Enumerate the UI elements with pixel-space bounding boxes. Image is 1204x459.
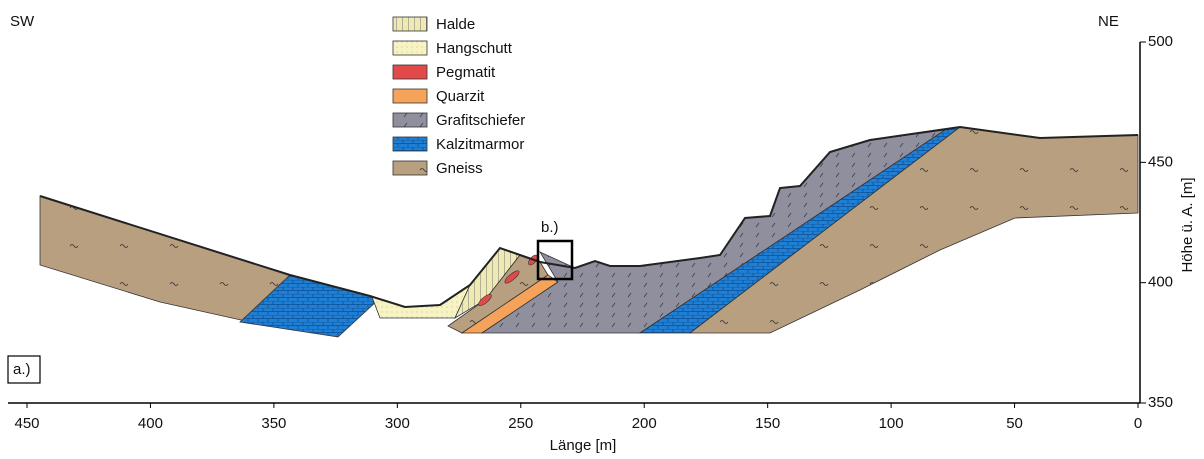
legend-swatch bbox=[393, 137, 427, 151]
x-tick-label: 50 bbox=[1006, 415, 1023, 432]
cross-section: SW NE a.) b.) Länge [m] Höhe ü. A. [m] H… bbox=[0, 0, 1204, 459]
legend: Halde Hangschutt Pegmatit Quarzit Grafitschi… bbox=[393, 16, 525, 177]
x-axis-label: Länge [m] bbox=[550, 437, 617, 454]
x-tick-label: 300 bbox=[385, 415, 410, 432]
legend-label: Grafitschiefer bbox=[436, 112, 525, 129]
legend-swatch bbox=[393, 17, 427, 31]
y-tick-label: 350 bbox=[1148, 394, 1173, 411]
legend-label: Halde bbox=[436, 16, 475, 33]
y-tick-label: 450 bbox=[1148, 153, 1173, 170]
x-tick-label: 200 bbox=[632, 415, 657, 432]
x-tick-label: 400 bbox=[138, 415, 163, 432]
inset-label: b.) bbox=[541, 219, 559, 236]
x-tick-label: 0 bbox=[1134, 415, 1142, 432]
y-tick-label: 500 bbox=[1148, 33, 1173, 50]
geology bbox=[40, 127, 1138, 337]
x-tick-label: 150 bbox=[755, 415, 780, 432]
legend-swatch bbox=[393, 161, 427, 175]
x-tick-label: 250 bbox=[508, 415, 533, 432]
corner-label: SW bbox=[10, 13, 35, 30]
legend-label: Pegmatit bbox=[436, 64, 496, 81]
x-tick-label: 350 bbox=[261, 415, 286, 432]
legend-swatch bbox=[393, 41, 427, 55]
legend-swatch bbox=[393, 65, 427, 79]
legend-label: Gneiss bbox=[436, 160, 483, 177]
legend-swatch bbox=[393, 89, 427, 103]
corner-label: NE bbox=[1098, 13, 1119, 30]
legend-label: Hangschutt bbox=[436, 40, 513, 57]
x-tick-label: 450 bbox=[14, 415, 39, 432]
x-tick-label: 100 bbox=[879, 415, 904, 432]
y-tick-label: 400 bbox=[1148, 274, 1173, 291]
y-axis-label: Höhe ü. A. [m] bbox=[1179, 177, 1196, 272]
legend-label: Kalzitmarmor bbox=[436, 136, 524, 153]
legend-label: Quarzit bbox=[436, 88, 485, 105]
legend-swatch bbox=[393, 113, 427, 127]
panel-label: a.) bbox=[13, 361, 31, 378]
